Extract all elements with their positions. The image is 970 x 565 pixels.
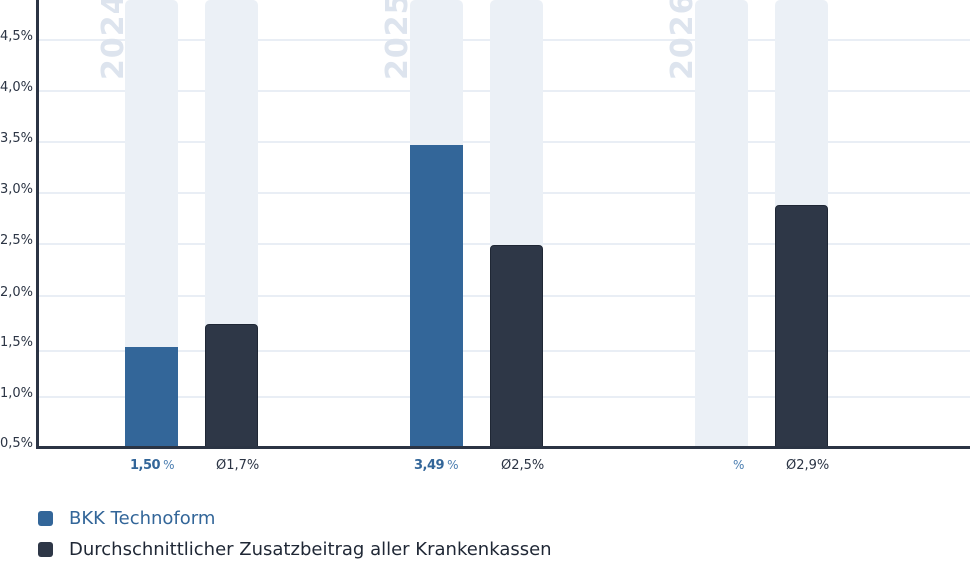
legend-swatch-icon	[38, 542, 53, 557]
legend-label: Durchschnittlicher Zusatzbeitrag aller K…	[69, 539, 552, 560]
y-tick-label: 1,5%	[0, 335, 34, 350]
bar-average-2026[interactable]	[775, 205, 828, 447]
bar-average-2024[interactable]	[205, 324, 258, 447]
bar-chart: 4,5% 4,0% 3,5% 3,0% 2,5% 2,0% 1,5% 1,0% …	[0, 0, 970, 473]
legend-item-average[interactable]: Durchschnittlicher Zusatzbeitrag aller K…	[38, 534, 552, 565]
chart-legend: BKK Technoform Durchschnittlicher Zusatz…	[38, 503, 552, 565]
y-tick-label: 4,5%	[0, 29, 34, 44]
y-tick-label: 3,0%	[0, 182, 34, 197]
legend-label: BKK Technoform	[69, 508, 216, 529]
y-tick-label: 3,5%	[0, 131, 34, 146]
y-tick-label: 2,5%	[0, 233, 34, 248]
y-axis-line	[36, 0, 39, 449]
y-tick-label: 1,0%	[0, 386, 34, 401]
bar-bkk-2025[interactable]	[410, 145, 463, 447]
y-tick-label: 0,5%	[0, 436, 34, 451]
x-axis-line	[36, 446, 970, 449]
value-label-bkk-2024: 1,50%	[130, 458, 175, 473]
bar-bkk-2024[interactable]	[125, 347, 178, 447]
bar-track	[695, 0, 748, 447]
value-label-average-2025: Ø2,5%	[501, 458, 545, 473]
y-tick-label: 2,0%	[0, 285, 34, 300]
bar-average-2025[interactable]	[490, 245, 543, 447]
value-label-bkk-2025: 3,49%	[414, 458, 459, 473]
y-tick-label: 4,0%	[0, 80, 34, 95]
legend-item-bkk[interactable]: BKK Technoform	[38, 503, 552, 534]
value-label-average-2024: Ø1,7%	[216, 458, 260, 473]
legend-swatch-icon	[38, 511, 53, 526]
value-label-average-2026: Ø2,9%	[786, 458, 830, 473]
value-label-bkk-2026: %	[733, 458, 745, 472]
